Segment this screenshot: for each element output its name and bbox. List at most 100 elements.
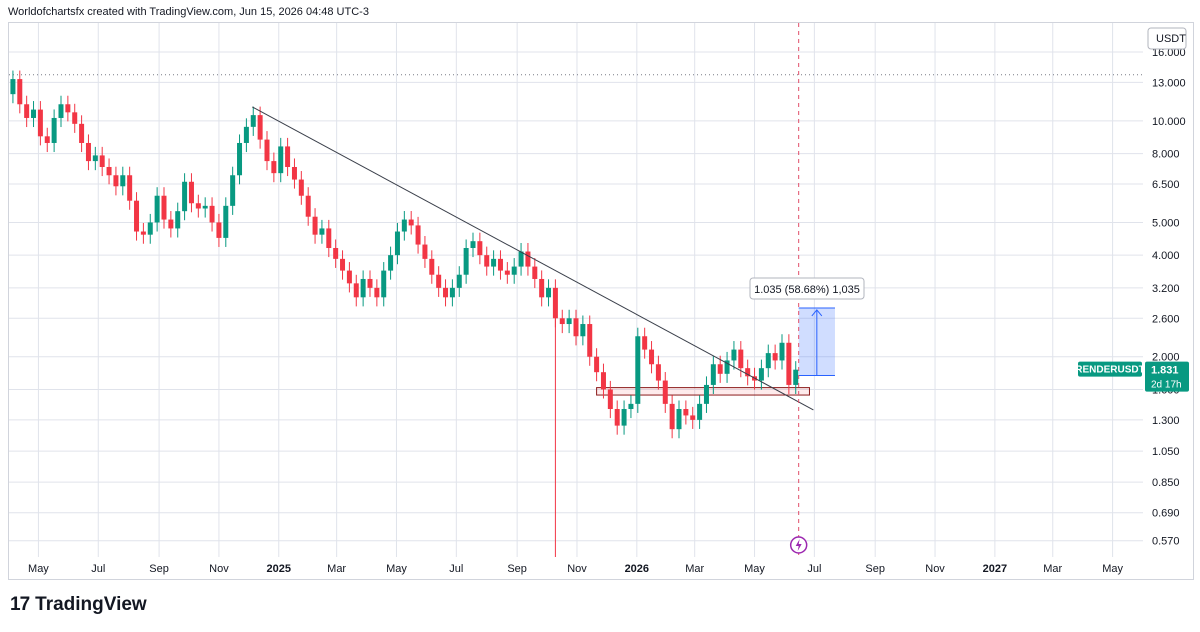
candle-body <box>552 287 558 319</box>
candle-body <box>72 112 78 124</box>
candle-body <box>10 79 16 95</box>
tradingview-logo[interactable]: 17 TradingView <box>10 594 147 616</box>
candle-body <box>690 415 696 420</box>
price-tick-label: 0.690 <box>1152 508 1180 520</box>
candle-body <box>58 104 64 118</box>
candle-body <box>539 278 545 298</box>
candle-body <box>566 318 572 325</box>
candle-body <box>134 200 140 232</box>
candle-body <box>291 166 297 180</box>
candle-body <box>669 403 675 430</box>
price-tick-label: 8.000 <box>1152 149 1180 161</box>
candle-body <box>202 205 208 209</box>
price-axis[interactable]: 16.000 13.000 10.000 8.000 6.500 5.000 4.000 3.… <box>1147 27 1187 548</box>
candle-body <box>99 155 105 167</box>
candle-body <box>779 342 785 361</box>
candle-body <box>683 409 689 416</box>
candle-body <box>147 222 153 235</box>
candle-body <box>628 403 634 410</box>
price-tick-label: 5.000 <box>1152 217 1180 229</box>
time-tick-label: Nov <box>209 563 229 575</box>
time-axis[interactable]: May Jul Sep Nov 2025 Mar May Jul Sep Nov 2026 Mar Ma… <box>28 563 1123 575</box>
candle-body <box>37 109 43 137</box>
price-tick-label: 2.000 <box>1152 352 1180 364</box>
candle-body <box>546 287 552 298</box>
candle-body <box>374 287 380 298</box>
candle-body <box>278 146 284 174</box>
candle-body <box>353 283 359 298</box>
candle-body <box>449 287 455 298</box>
candle-body <box>17 79 23 105</box>
candle-body <box>573 318 579 337</box>
candle-body <box>85 142 91 162</box>
time-tick-label: Jul <box>449 563 463 575</box>
candle-body <box>731 349 737 361</box>
candle-countdown: 2d 17h <box>1151 380 1182 391</box>
tradingview-logo-icon: 17 <box>10 594 30 615</box>
lightning-bolt-icon <box>795 539 802 551</box>
candle-body <box>635 336 641 404</box>
chart-attribution: Worldofchartsfx created with TradingView… <box>8 6 369 18</box>
candle-body <box>168 219 174 229</box>
candle-body <box>408 219 414 226</box>
candle-body <box>401 219 407 232</box>
candle-body <box>175 211 181 229</box>
time-tick-label: Mar <box>685 563 704 575</box>
price-tick-label: 4.000 <box>1152 250 1180 262</box>
drawings-layer[interactable] <box>252 23 835 557</box>
candle-body <box>703 384 709 404</box>
price-tick-label: 0.570 <box>1152 536 1180 548</box>
candle-body <box>305 195 311 217</box>
candle-body <box>182 181 188 212</box>
candle-body <box>511 266 517 275</box>
candle-body <box>237 142 243 176</box>
time-tick-label: Nov <box>925 563 945 575</box>
candle-body <box>559 318 565 325</box>
candle-body <box>655 364 661 381</box>
candle-body <box>532 266 538 279</box>
candle-body <box>724 360 730 374</box>
candle-body <box>298 179 304 196</box>
time-tick-label: Jul <box>807 563 821 575</box>
candle-body <box>223 205 229 238</box>
time-tick-label: Sep <box>865 563 885 575</box>
candle-body <box>154 195 160 223</box>
candle-body <box>525 251 531 267</box>
candle-body <box>422 244 428 259</box>
currency-box <box>1147 27 1187 50</box>
candle-body <box>621 409 627 426</box>
annotation-zones <box>9 74 1143 396</box>
measure-label: 1.035 (58.68%) 1,035 <box>754 284 860 296</box>
candle-body <box>346 270 352 284</box>
chart-frame[interactable] <box>8 22 1194 580</box>
time-tick-label: May <box>1102 563 1123 575</box>
candle-body <box>394 231 400 256</box>
candle-body <box>600 372 606 390</box>
candle-body <box>271 161 277 174</box>
candle-body <box>436 274 442 288</box>
candle-body <box>230 175 236 206</box>
time-tick-label: Nov <box>567 563 587 575</box>
price-tick-label: 1.050 <box>1152 446 1180 458</box>
candle-body <box>106 166 112 176</box>
time-tick-label: Mar <box>1043 563 1062 575</box>
candle-body <box>463 248 469 275</box>
price-tick-label: 0.850 <box>1152 477 1180 489</box>
price-tick-label: 16.000 <box>1152 47 1186 59</box>
price-tick-label: 2.600 <box>1152 313 1180 325</box>
candle-body <box>333 248 339 259</box>
candle-body <box>319 228 325 235</box>
candle-body <box>188 181 194 204</box>
price-tick-label: 13.000 <box>1152 77 1186 89</box>
support-zone <box>596 387 810 396</box>
candle-body <box>44 136 50 143</box>
candle-body <box>243 126 249 143</box>
candle-body <box>745 368 751 377</box>
candle-body <box>497 258 503 271</box>
last-price-value: 1.831 <box>1151 365 1179 377</box>
candle-body <box>614 409 620 426</box>
candle-body <box>649 349 655 365</box>
price-tick-label: 1.300 <box>1152 415 1180 427</box>
measure-arrow-head <box>811 309 823 317</box>
